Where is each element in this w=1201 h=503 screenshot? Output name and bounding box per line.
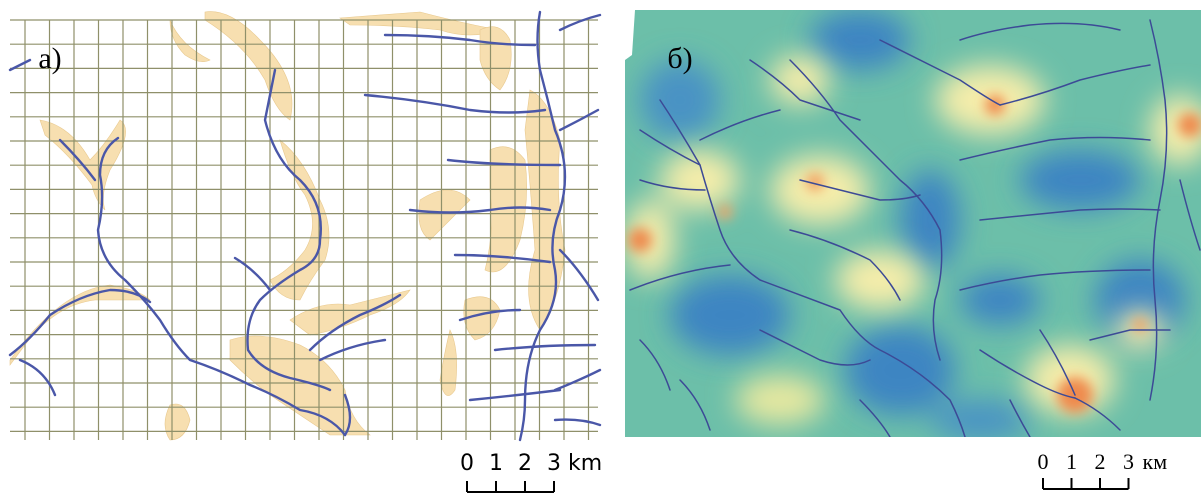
panel-label: б) — [667, 42, 692, 75]
scale-unit: km — [568, 451, 602, 476]
panel-b — [625, 10, 1201, 440]
scale-label: 0 — [1038, 449, 1049, 474]
scale-label: 2 — [1095, 449, 1106, 474]
panel-label: а) — [38, 42, 61, 75]
scale-label: 3 — [547, 451, 561, 476]
panel-a: а) — [10, 12, 600, 440]
scale-label: 3 — [1123, 449, 1134, 474]
wetlands — [10, 12, 565, 440]
scale-label: 1 — [489, 451, 503, 476]
scale-label: 2 — [518, 451, 532, 476]
figure: а) — [0, 0, 1201, 503]
scale-unit: км — [1143, 449, 1168, 474]
scale-label: 1 — [1066, 449, 1077, 474]
scale-label: 0 — [460, 451, 474, 476]
